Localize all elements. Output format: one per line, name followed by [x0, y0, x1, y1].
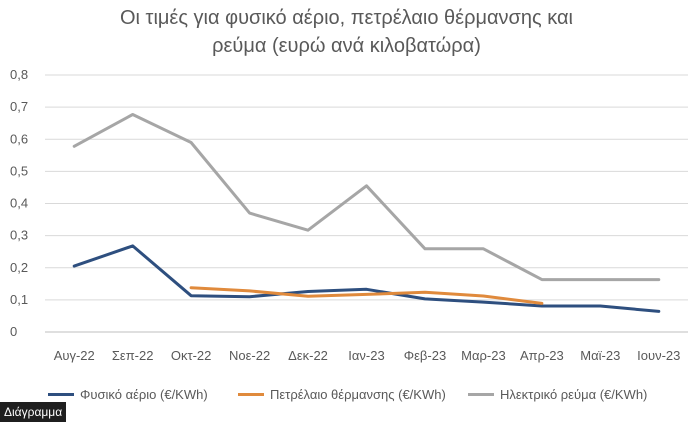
- chart-title-line-2: ρεύμα (ευρώ ανά κιλοβατώρα): [212, 35, 481, 57]
- series-line-1: [189, 286, 544, 305]
- chart-title: Οι τιμές για φυσικό αέριο, πετρέλαιο θέρ…: [0, 4, 693, 60]
- x-tick-label: Μαρ-23: [461, 348, 506, 363]
- y-tick-label: 0,6: [10, 131, 28, 146]
- y-tick-label: 0,8: [10, 67, 28, 82]
- chart-title-line-1: Οι τιμές για φυσικό αέριο, πετρέλαιο θέρ…: [120, 7, 573, 29]
- legend-label-heating-oil: Πετρέλαιο θέρμανσης (€/KWh): [270, 387, 446, 402]
- legend: Φυσικό αέριο (€/KWh) Πετρέλαιο θέρμανσης…: [0, 387, 693, 409]
- y-tick-label: 0,5: [10, 163, 28, 178]
- y-tick-label: 0,7: [10, 99, 28, 114]
- caption-tag: Διάγραμμα: [0, 402, 67, 422]
- legend-swatch-electricity: [468, 393, 494, 396]
- x-tick-label: Φεβ-23: [404, 348, 446, 363]
- y-tick-label: 0,2: [10, 260, 28, 275]
- x-tick-label: Νοε-22: [229, 348, 270, 363]
- y-tick-label: 0,1: [10, 292, 28, 307]
- x-tick-label: Δεκ-22: [288, 348, 328, 363]
- x-tick-label: Μαϊ-23: [580, 348, 620, 363]
- legend-item-electricity: Ηλεκτρικό ρεύμα (€/KWh): [468, 387, 647, 402]
- y-axis-ticks: 0 0,1 0,2 0,3 0,4 0,5 0,6 0,7 0,8: [10, 67, 28, 339]
- x-tick-label: Απρ-23: [520, 348, 564, 363]
- y-tick-label: 0: [10, 324, 17, 339]
- legend-label-electricity: Ηλεκτρικό ρεύμα (€/KWh): [500, 387, 648, 402]
- x-tick-label: Ιαν-23: [348, 348, 384, 363]
- series-line-0: [72, 244, 661, 313]
- series-line-2: [72, 113, 661, 282]
- y-tick-label: 0,3: [10, 228, 28, 243]
- legend-item-heating-oil: Πετρέλαιο θέρμανσης (€/KWh): [238, 387, 446, 402]
- x-tick-label: Αυγ-22: [54, 348, 95, 363]
- legend-label-natural-gas: Φυσικό αέριο (€/KWh): [80, 387, 208, 402]
- x-axis-ticks: Αυγ-22 Σεπ-22 Οκτ-22 Νοε-22 Δεκ-22 Ιαν-23 Φεβ-…: [54, 348, 681, 363]
- y-tick-label: 0,4: [10, 196, 28, 211]
- series-lines: [72, 113, 661, 313]
- legend-swatch-heating-oil: [238, 393, 264, 396]
- gridlines: [45, 74, 688, 333]
- x-tick-label: Σεπ-22: [112, 348, 154, 363]
- x-tick-label: Οκτ-22: [171, 348, 212, 363]
- line-chart: 0 0,1 0,2 0,3 0,4 0,5 0,6 0,7 0,8 Αυγ-22 Σεπ-22 Οκ…: [10, 67, 688, 363]
- legend-item-natural-gas: Φυσικό αέριο (€/KWh): [48, 387, 208, 402]
- legend-swatch-natural-gas: [48, 393, 74, 396]
- x-tick-label: Ιουν-23: [637, 348, 680, 363]
